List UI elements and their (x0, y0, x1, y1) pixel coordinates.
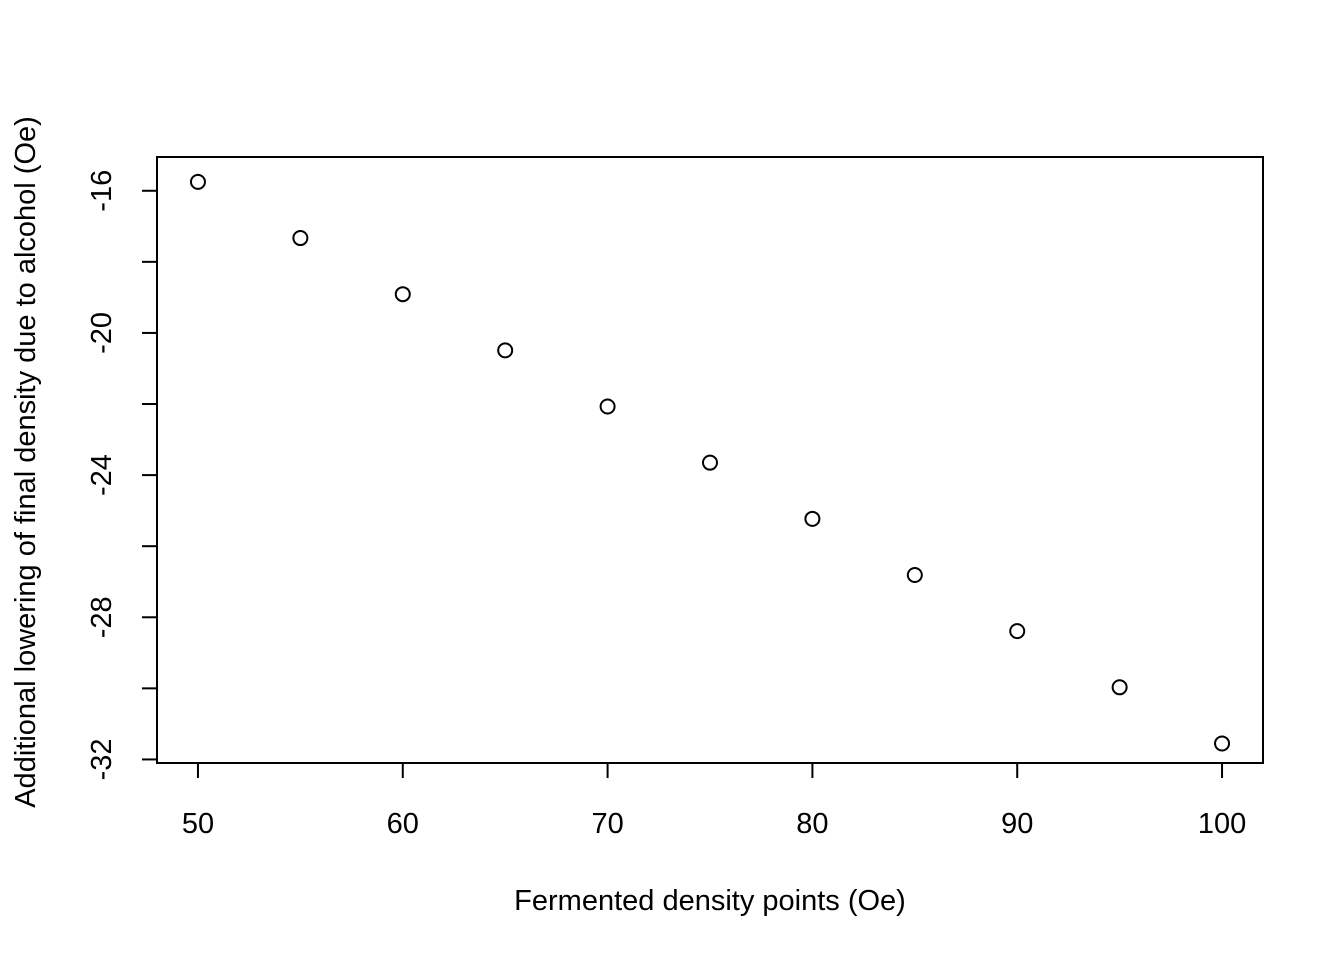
data-point (292, 230, 309, 247)
data-point (497, 342, 514, 359)
data-point (599, 398, 616, 415)
y-tick-label: -20 (86, 312, 118, 354)
y-tick-label: -24 (86, 454, 118, 496)
y-axis-title: Additional lowering of final density due… (10, 116, 42, 808)
y-tick-label: -32 (86, 738, 118, 780)
x-tick-label: 100 (1198, 808, 1246, 840)
x-tick-label: 70 (591, 808, 623, 840)
x-axis-title: Fermented density points (Oe) (514, 885, 906, 917)
y-tick-label: -16 (86, 170, 118, 212)
plot-frame (156, 156, 1264, 764)
y-tick-label: -28 (86, 596, 118, 638)
y-axis: -16 -20 -24 -28 -32 (86, 170, 158, 780)
x-axis: 50 60 70 80 90 100 (182, 762, 1246, 840)
data-point (1111, 679, 1128, 696)
x-tick-label: 50 (182, 808, 214, 840)
x-tick-label: 90 (1001, 808, 1033, 840)
data-point (804, 510, 821, 527)
data-point (702, 454, 718, 471)
data-point (1009, 623, 1026, 640)
x-tick-label: 60 (387, 808, 419, 840)
data-point (906, 566, 923, 583)
data-point (1214, 735, 1231, 752)
data-point (189, 173, 206, 190)
x-tick-label: 80 (796, 808, 828, 840)
data-point (394, 286, 411, 303)
data-points (189, 173, 1231, 752)
